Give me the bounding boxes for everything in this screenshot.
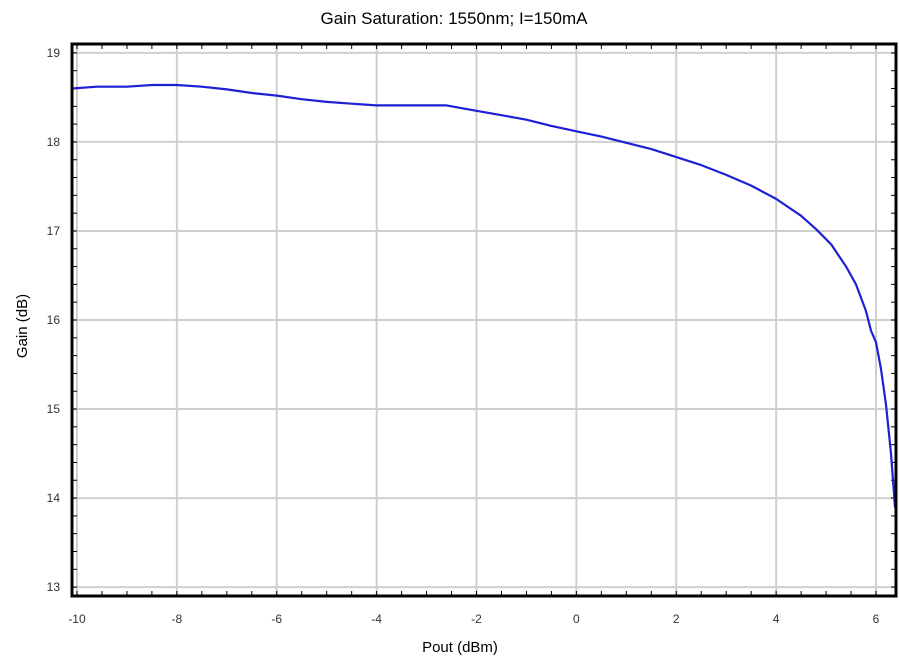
x-tick-label: 4	[773, 612, 780, 626]
x-tick-label: -2	[471, 612, 482, 626]
y-tick-label: 18	[47, 135, 61, 149]
x-tick-labels: -10 -8 -6 -4 -2 0 2 4 6	[68, 612, 879, 626]
y-tick-label: 16	[47, 313, 61, 327]
gain-curve	[70, 83, 897, 509]
y-tick-label: 19	[47, 46, 61, 60]
y-tick-label: 14	[47, 491, 61, 505]
x-tick-label: -10	[68, 612, 86, 626]
x-tick-label: 6	[873, 612, 880, 626]
chart-title: Gain Saturation: 1550nm; I=150mA	[321, 9, 589, 28]
x-tick-label: 2	[673, 612, 680, 626]
y-tick-label: 15	[47, 402, 61, 416]
y-tick-label: 13	[47, 580, 61, 594]
x-tick-label: -4	[371, 612, 382, 626]
x-tick-label: 0	[573, 612, 580, 626]
x-axis-label: Pout (dBm)	[422, 639, 498, 656]
plot-frame	[70, 42, 898, 598]
series-layer	[70, 83, 897, 509]
y-tick-label: 17	[47, 224, 61, 238]
grid-lines	[72, 44, 896, 596]
x-tick-label: -6	[271, 612, 282, 626]
y-axis-label: Gain (dB)	[14, 294, 31, 358]
x-tick-label: -8	[172, 612, 183, 626]
y-tick-labels: 13 14 15 16 17 18 19	[47, 46, 61, 594]
